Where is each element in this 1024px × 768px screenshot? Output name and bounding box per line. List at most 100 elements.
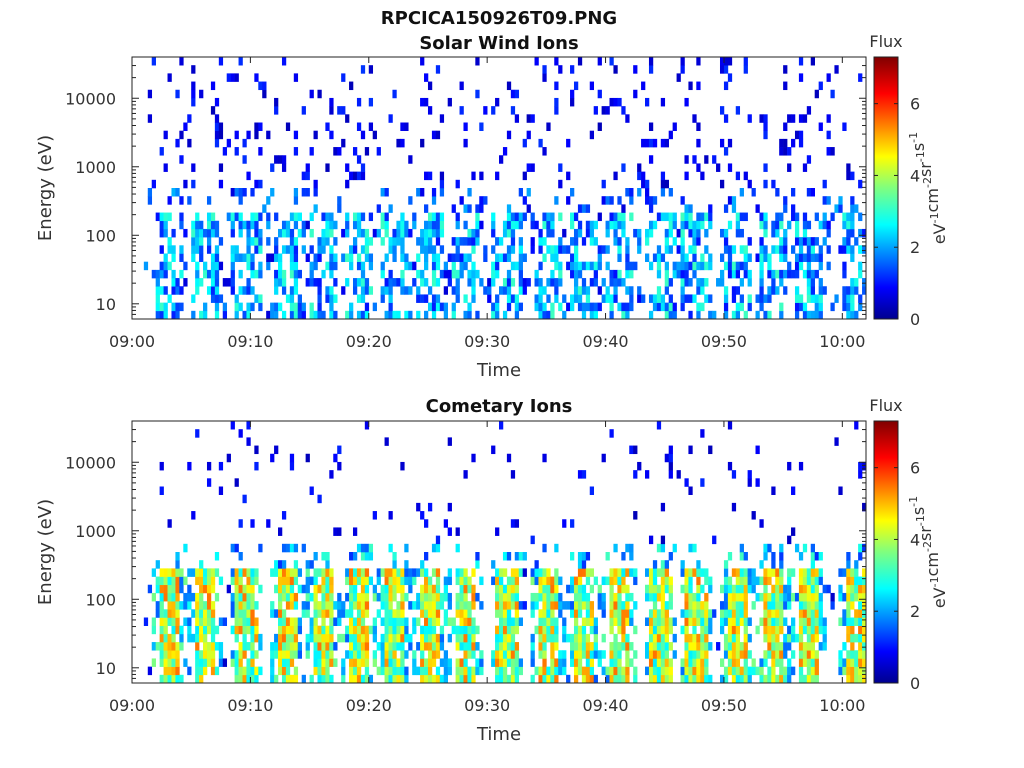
heatmap-cell [589,81,595,91]
heatmap-cell [258,633,263,643]
heatmap-cell [396,228,401,238]
heatmap-cell [858,470,863,479]
heatmap-cell [550,228,555,238]
heatmap-cell [798,302,804,312]
heatmap-cell [850,650,855,659]
heatmap-cell [435,535,441,545]
heatmap-cell [688,633,693,643]
heatmap-cell [510,212,516,222]
heatmap-cell [459,617,464,626]
heatmap-cell [506,286,512,295]
heatmap-cell [779,642,784,651]
heatmap-cell [648,204,654,213]
heatmap-cell [542,674,547,684]
heatmap-cell [818,302,823,312]
heatmap-cell [360,650,366,659]
heatmap-cell [510,625,516,635]
heatmap-cell [542,601,547,610]
heatmap-cell [301,543,306,553]
heatmap-cell [412,261,417,271]
heatmap-cell [743,650,748,659]
heatmap-cell [345,212,350,222]
heatmap-cell [191,310,196,320]
heatmap-cell [609,568,614,577]
heatmap-cell [692,155,697,164]
heatmap-cell [163,269,168,279]
heatmap-cell [372,592,377,602]
heatmap-cell [814,302,819,312]
heatmap-cell [731,601,737,610]
heatmap-cell [854,609,859,618]
heatmap-cell [333,237,338,246]
heatmap-cell [731,633,737,643]
heatmap-cell [416,310,421,320]
heatmap-cell [199,650,204,659]
heatmap-cell [463,568,468,577]
heatmap-cell [558,278,563,287]
heatmap-cell [191,65,196,74]
heatmap-cell [360,294,366,303]
heatmap-cell [317,633,322,643]
heatmap-cell [672,617,677,626]
heatmap-cell [621,552,626,561]
heatmap-cell [538,592,543,602]
heatmap-cell [534,560,539,569]
heatmap-cell [597,253,602,262]
heatmap-cell [427,633,433,643]
heatmap-cell [558,237,563,246]
heatmap-cell [424,642,429,651]
heatmap-cell [850,310,855,320]
heatmap-cell [424,552,429,561]
heatmap-cell [305,576,310,586]
heatmap-cell [345,228,350,238]
heatmap-cell [467,609,472,618]
heatmap-cell [266,237,271,246]
heatmap-cell [364,576,370,586]
heatmap-cell [195,601,200,610]
heatmap-cell [400,601,405,610]
heatmap-cell [380,601,385,610]
heatmap-cell [455,253,460,262]
heatmap-cell [167,568,172,577]
heatmap-cell [723,204,729,213]
heatmap-cell [313,204,318,213]
heatmap-cell [167,584,172,594]
heatmap-cell [577,470,583,479]
heatmap-cell [522,171,527,181]
heatmap-cell [775,625,780,635]
heatmap-cell [743,617,748,626]
heatmap-cell [341,253,346,262]
heatmap-cell [680,65,685,74]
heatmap-cell [412,576,417,586]
heatmap-cell [147,114,153,123]
heatmap-cell [609,601,614,610]
heatmap-cell [617,617,622,626]
heatmap-cell [360,674,366,684]
heatmap-cell [400,278,405,287]
heatmap-cell [558,179,563,189]
heatmap-cell [767,617,772,626]
heatmap-cell [467,601,472,610]
heatmap-cell [577,261,583,271]
heatmap-cell [759,261,764,271]
heatmap-cell [818,592,823,602]
heatmap-cell [281,625,287,635]
heatmap-cell [301,220,306,230]
heatmap-cell [333,310,338,320]
heatmap-cell [435,302,441,312]
heatmap-cell [775,609,780,618]
heatmap-cell [838,592,843,602]
heatmap-cell [175,601,180,610]
heatmap-cell [293,73,299,82]
heatmap-cell [771,286,776,295]
heatmap-cell [463,220,468,230]
heatmap-cell [325,228,330,238]
y-tick-label: 10000 [65,89,116,108]
heatmap-cell [163,261,168,271]
heatmap-cell [246,302,251,312]
heatmap-cell [333,527,338,536]
heatmap-cell [175,666,180,676]
heatmap-cell [384,437,389,446]
heatmap-cell [846,666,851,676]
heatmap-cell [471,592,476,602]
